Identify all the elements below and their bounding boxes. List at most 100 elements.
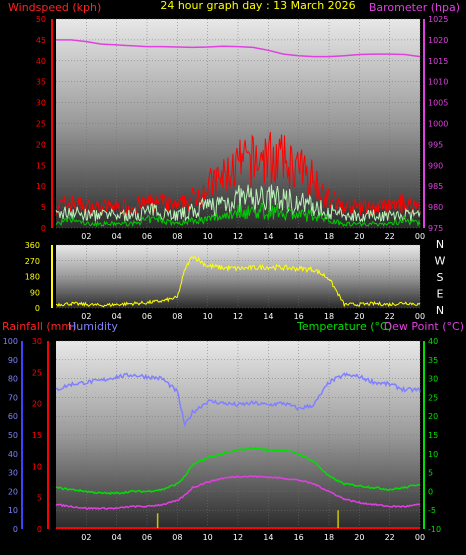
windspeed-tick-label: 10	[36, 182, 46, 191]
x-tick-label: 06	[142, 312, 152, 321]
rainfall-tick-label: 10	[32, 462, 42, 471]
x-tick-label: 00	[415, 232, 425, 241]
compass-label: N	[436, 304, 444, 317]
x-tick-label: 14	[263, 312, 273, 321]
humidity-tick-label: 70	[8, 393, 18, 402]
wind-low-series	[55, 202, 421, 228]
x-tick-label: 20	[354, 312, 364, 321]
barometer-tick-label: 1005	[428, 99, 448, 108]
temperature-tick-label: 30	[428, 375, 438, 384]
x-tick-label: 06	[142, 232, 152, 241]
temperature-tick-label: 40	[428, 337, 438, 346]
compass-label: E	[437, 288, 444, 301]
temperature-tick-label: 0	[428, 487, 433, 496]
x-tick-label: 02	[81, 312, 91, 321]
x-tick-label: 04	[112, 312, 122, 321]
x-tick-label: 22	[385, 533, 395, 542]
direction-tick-label: 0	[35, 304, 40, 313]
x-tick-label: 12	[233, 312, 243, 321]
rainfall-tick-label: 30	[32, 337, 42, 346]
direction-tick-label: 180	[25, 273, 40, 282]
temperature-series	[55, 446, 421, 496]
x-tick-label: 18	[324, 533, 334, 542]
x-tick-label: 12	[233, 533, 243, 542]
barometer-tick-label: 1015	[428, 57, 448, 66]
x-tick-label: 00	[415, 533, 425, 542]
humidity-axis-title: Humidity	[68, 320, 118, 333]
temperature-tick-label: 15	[428, 431, 438, 440]
barometer-tick-label: 980	[428, 203, 443, 212]
temperature-tick-label: 35	[428, 356, 438, 365]
barometer-tick-label: 1010	[428, 78, 448, 87]
windspeed-axis-title: Windspeed (kph)	[8, 1, 101, 14]
x-tick-label: 16	[294, 533, 304, 542]
x-tick-label: 18	[324, 232, 334, 241]
barometer-axis-title: Barometer (hpa)	[369, 1, 460, 14]
windspeed-tick-label: 25	[36, 120, 46, 129]
x-tick-label: 10	[203, 533, 213, 542]
compass-label: W	[435, 255, 446, 268]
humidity-tick-label: 90	[8, 356, 18, 365]
x-tick-label: 22	[385, 232, 395, 241]
wind-panel-axes: 0510152025303540455097598098599099510001…	[36, 15, 449, 241]
barometer-tick-label: 1020	[428, 36, 448, 45]
x-tick-label: 20	[354, 232, 364, 241]
direction-panel-grid	[56, 244, 421, 309]
humidity-tick-label: 40	[8, 450, 18, 459]
temperature-panel-series	[55, 372, 421, 529]
compass-label: N	[436, 238, 444, 251]
humidity-tick-label: 60	[8, 412, 18, 421]
x-tick-label: 08	[172, 533, 182, 542]
x-tick-label: 14	[263, 232, 273, 241]
windspeed-tick-label: 30	[36, 99, 46, 108]
dewpoint-series	[55, 474, 421, 510]
temperature-tick-label: -5	[428, 506, 436, 515]
x-tick-label: 22	[385, 312, 395, 321]
x-tick-label: 08	[172, 232, 182, 241]
temperature-tick-label: 10	[428, 450, 438, 459]
humidity-tick-label: 0	[13, 525, 18, 534]
barometer-tick-label: 975	[428, 224, 443, 233]
x-tick-label: 16	[294, 232, 304, 241]
x-tick-label: 02	[81, 232, 91, 241]
humidity-tick-label: 80	[8, 375, 18, 384]
chart-title: 24 hour graph day : 13 March 2026	[160, 0, 355, 12]
windspeed-tick-label: 20	[36, 140, 46, 149]
rainfall-tick-label: 0	[37, 525, 42, 534]
rainfall-axis-title: Rainfall (mm)	[2, 320, 76, 333]
x-tick-label: 04	[112, 232, 122, 241]
x-tick-label: 12	[233, 232, 243, 241]
humidity-tick-label: 100	[3, 337, 18, 346]
rainfall-tick-label: 5	[37, 494, 42, 503]
barometer-tick-label: 990	[428, 161, 443, 170]
compass-label: S	[437, 271, 444, 284]
rainfall-tick-label: 15	[32, 431, 42, 440]
wind-gust-series	[55, 131, 421, 216]
x-tick-label: 10	[203, 312, 213, 321]
barometer-tick-label: 995	[428, 140, 443, 149]
humidity-series	[55, 372, 421, 428]
direction-tick-label: 270	[25, 257, 40, 266]
x-tick-label: 04	[112, 533, 122, 542]
windspeed-tick-label: 0	[41, 224, 46, 233]
temperature-panel-axes: -10-505101520253035400102030405060708090…	[3, 337, 441, 542]
barometer-series	[56, 39, 421, 58]
windspeed-tick-label: 40	[36, 57, 46, 66]
humidity-tick-label: 20	[8, 487, 18, 496]
wind-direction-series	[55, 255, 421, 308]
temperature-axis-title: Temperature (°C)	[296, 320, 392, 333]
x-tick-label: 16	[294, 312, 304, 321]
windspeed-tick-label: 35	[36, 78, 46, 87]
humidity-tick-label: 30	[8, 469, 18, 478]
x-tick-label: 14	[263, 533, 273, 542]
x-tick-label: 20	[354, 533, 364, 542]
windspeed-tick-label: 45	[36, 36, 46, 45]
x-tick-label: 02	[81, 533, 91, 542]
wind-average-series	[55, 184, 421, 223]
barometer-tick-label: 1025	[428, 15, 448, 24]
barometer-tick-label: 985	[428, 182, 443, 191]
x-tick-label: 08	[172, 312, 182, 321]
